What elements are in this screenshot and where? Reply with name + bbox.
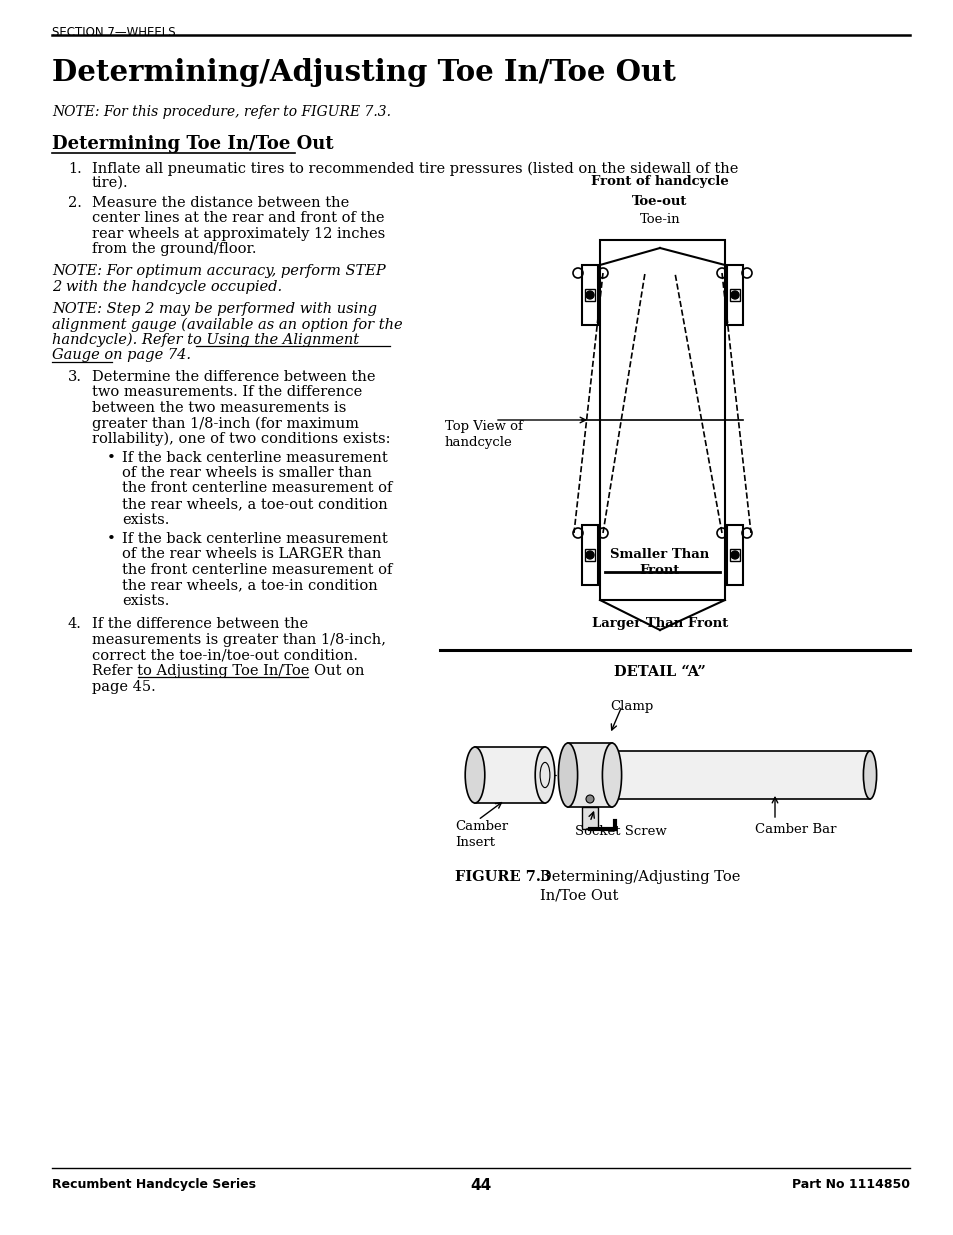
Text: Toe-out: Toe-out [632, 195, 687, 207]
Text: exists.: exists. [122, 594, 170, 608]
Ellipse shape [558, 743, 577, 806]
Text: the front centerline measurement of: the front centerline measurement of [122, 482, 392, 495]
Text: the front centerline measurement of: the front centerline measurement of [122, 563, 392, 577]
Text: If the back centerline measurement: If the back centerline measurement [122, 532, 387, 546]
Text: Determining Toe In/Toe Out: Determining Toe In/Toe Out [52, 135, 334, 153]
Text: correct the toe-in/toe-out condition.: correct the toe-in/toe-out condition. [91, 648, 357, 662]
Text: greater than 1/8-inch (for maximum: greater than 1/8-inch (for maximum [91, 416, 358, 431]
Text: rollability), one of two conditions exists:: rollability), one of two conditions exis… [91, 432, 390, 446]
Text: 4.: 4. [68, 618, 82, 631]
Text: of the rear wheels is LARGER than: of the rear wheels is LARGER than [122, 547, 381, 562]
Circle shape [585, 551, 594, 559]
Text: NOTE: Step 2 may be performed with using: NOTE: Step 2 may be performed with using [52, 303, 376, 316]
Text: from the ground/floor.: from the ground/floor. [91, 242, 256, 257]
Text: Socket Screw: Socket Screw [575, 825, 666, 839]
Text: 1.: 1. [68, 162, 82, 177]
Text: Part No 1114850: Part No 1114850 [791, 1178, 909, 1191]
Text: the rear wheels, a toe-in condition: the rear wheels, a toe-in condition [122, 578, 377, 593]
Bar [726, 266, 742, 325]
Circle shape [730, 551, 739, 559]
Text: Clamp: Clamp [609, 700, 653, 713]
Bar [584, 550, 595, 561]
Text: Recumbent Handcycle Series: Recumbent Handcycle Series [52, 1178, 255, 1191]
Text: Determining/Adjusting Toe
In/Toe Out: Determining/Adjusting Toe In/Toe Out [539, 869, 740, 903]
Text: Measure the distance between the: Measure the distance between the [91, 196, 349, 210]
Text: 3.: 3. [68, 370, 82, 384]
Text: 44: 44 [470, 1178, 491, 1193]
Text: DETAIL “A”: DETAIL “A” [614, 664, 705, 679]
Text: the rear wheels, a toe-out condition: the rear wheels, a toe-out condition [122, 496, 387, 511]
Text: Gauge on page 74.: Gauge on page 74. [52, 348, 191, 363]
Bar [726, 525, 742, 585]
Text: Refer to Adjusting Toe In/Toe Out on: Refer to Adjusting Toe In/Toe Out on [91, 664, 364, 678]
Circle shape [585, 795, 594, 803]
Bar [599, 240, 724, 600]
Bar [581, 806, 598, 829]
Text: Toe-in: Toe-in [639, 212, 679, 226]
Text: Smaller Than
Front: Smaller Than Front [610, 548, 709, 577]
Text: Determine the difference between the: Determine the difference between the [91, 370, 375, 384]
Bar [612, 751, 869, 799]
Bar [567, 743, 612, 806]
Text: Camber Bar: Camber Bar [754, 823, 836, 836]
Text: between the two measurements is: between the two measurements is [91, 401, 346, 415]
Text: If the back centerline measurement: If the back centerline measurement [122, 451, 387, 464]
Text: handcycle). Refer to Using the Alignment: handcycle). Refer to Using the Alignment [52, 333, 358, 347]
Bar [581, 525, 598, 585]
Text: Top View of
handcycle: Top View of handcycle [444, 420, 522, 450]
Text: 2.: 2. [68, 196, 82, 210]
Text: Determining/Adjusting Toe In/Toe Out: Determining/Adjusting Toe In/Toe Out [52, 58, 675, 86]
Text: 2 with the handcycle occupied.: 2 with the handcycle occupied. [52, 279, 282, 294]
Text: measurements is greater than 1/8-inch,: measurements is greater than 1/8-inch, [91, 634, 386, 647]
Text: NOTE: For optimum accuracy, perform STEP: NOTE: For optimum accuracy, perform STEP [52, 264, 385, 278]
Ellipse shape [862, 751, 876, 799]
Bar [475, 747, 544, 803]
Text: •: • [107, 451, 115, 464]
Bar [584, 289, 595, 301]
Text: NOTE: For this procedure, refer to FIGURE 7.3.: NOTE: For this procedure, refer to FIGUR… [52, 105, 391, 119]
Text: Front of handcycle: Front of handcycle [591, 175, 728, 188]
Ellipse shape [465, 747, 484, 803]
Bar [581, 266, 598, 325]
Bar [729, 289, 740, 301]
Text: rear wheels at approximately 12 inches: rear wheels at approximately 12 inches [91, 227, 385, 241]
Text: Larger Than Front: Larger Than Front [591, 618, 727, 630]
Ellipse shape [601, 743, 621, 806]
Text: Camber
Insert: Camber Insert [455, 820, 508, 848]
Text: of the rear wheels is smaller than: of the rear wheels is smaller than [122, 466, 372, 480]
Text: page 45.: page 45. [91, 679, 155, 694]
Text: Inflate all pneumatic tires to recommended tire pressures (listed on the sidewal: Inflate all pneumatic tires to recommend… [91, 162, 738, 177]
Ellipse shape [535, 747, 555, 803]
Text: If the difference between the: If the difference between the [91, 618, 308, 631]
Text: SECTION 7—WHEELS: SECTION 7—WHEELS [52, 26, 175, 40]
Text: alignment gauge (available as an option for the: alignment gauge (available as an option … [52, 317, 402, 332]
Circle shape [585, 291, 594, 299]
Circle shape [730, 291, 739, 299]
Bar [729, 550, 740, 561]
Text: tire).: tire). [91, 177, 129, 190]
Text: FIGURE 7.3: FIGURE 7.3 [455, 869, 551, 884]
Text: center lines at the rear and front of the: center lines at the rear and front of th… [91, 211, 384, 226]
Text: •: • [107, 532, 115, 546]
Text: two measurements. If the difference: two measurements. If the difference [91, 385, 362, 399]
Text: exists.: exists. [122, 513, 170, 526]
